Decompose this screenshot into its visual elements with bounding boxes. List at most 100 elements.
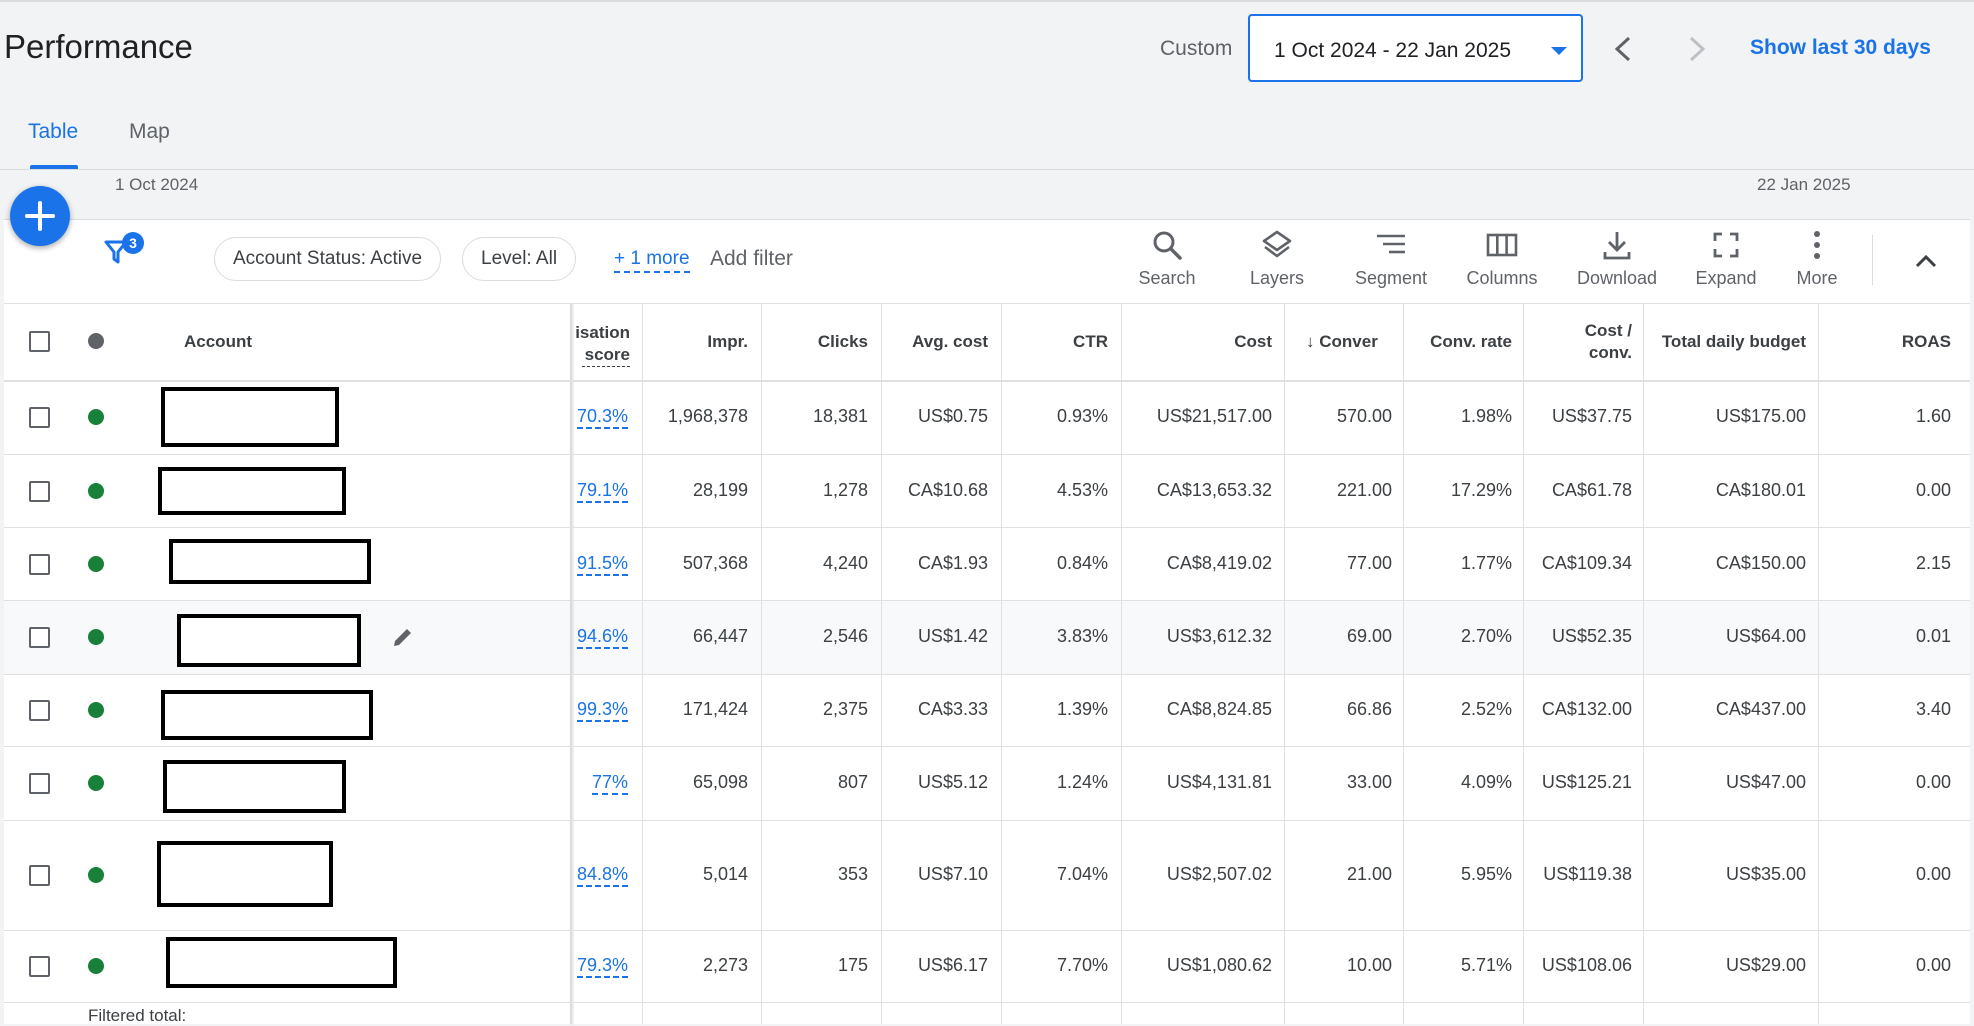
row-checkbox[interactable] [29,407,50,428]
show-last-30-days-link[interactable]: Show last 30 days [1750,36,1931,59]
cell-roas: 0.01 [1915,626,1951,646]
cell-cost: CA$8,824.85 [1166,699,1272,719]
cell-roas: 0.00 [1915,955,1951,975]
frozen-columns-divider [570,304,572,1024]
sort-desc-icon: ↓ [1306,332,1320,351]
optimisation-score-link[interactable]: 94.6% [560,626,628,649]
tab-table[interactable]: Table [28,120,79,143]
cell-daily-budget: CA$437.00 [1715,699,1806,719]
row-divider [4,930,1970,931]
column-divider [1284,304,1285,1024]
header-ctr[interactable]: CTR [1073,332,1108,351]
cell-clicks: 2,375 [822,699,868,719]
expand-button[interactable]: Expand [1681,228,1771,289]
header-cost[interactable]: Cost [1234,332,1272,351]
optimisation-score-link[interactable]: 84.8% [560,864,628,887]
header-daily-budget[interactable]: Total daily budget [1661,332,1806,351]
row-checkbox[interactable] [29,480,50,502]
row-checkbox[interactable] [29,956,50,977]
account-name-redacted[interactable] [166,937,397,988]
edit-pencil-icon[interactable] [390,624,416,650]
cell-cost-per-conv: US$108.06 [1541,955,1632,975]
header-account[interactable]: Account [184,332,252,351]
columns-icon [1486,233,1518,257]
header-cost-conv-line2: conv. [1588,343,1632,362]
cell-avg-cost: US$0.75 [917,406,988,426]
account-name-redacted[interactable] [161,387,339,447]
cell-conv-rate: 1.98% [1460,406,1512,426]
optimisation-score-link[interactable]: 99.3% [560,699,628,722]
row-divider [4,303,1970,304]
header-impr[interactable]: Impr. [707,332,748,351]
columns-button[interactable]: Columns [1457,228,1547,289]
cell-ctr: 0.93% [1056,406,1108,426]
account-name-redacted[interactable] [163,760,346,813]
more-options-button[interactable]: More [1772,228,1862,289]
cell-ctr: 7.70% [1056,955,1108,975]
date-range-picker[interactable]: 1 Oct 2024 - 22 Jan 2025 [1248,14,1583,82]
cell-impr: 2,273 [702,955,748,975]
cell-impr: 66,447 [692,626,748,646]
add-filter-button[interactable]: Add filter [710,247,793,270]
header-optimisation-score[interactable]: isation score [560,322,630,367]
optimisation-score-value: 91.5% [576,552,628,576]
account-name-redacted[interactable] [169,539,371,584]
cell-ctr: 1.24% [1056,772,1108,792]
cell-cost: US$1,080.62 [1166,955,1272,975]
layers-button[interactable]: Layers [1232,228,1322,289]
filter-chip-account-status[interactable]: Account Status: Active [214,237,442,281]
row-checkbox[interactable] [29,553,50,575]
tab-map[interactable]: Map [129,120,170,143]
cell-clicks: 353 [837,864,868,884]
more-filters-link[interactable]: + 1 more [614,248,690,273]
cell-cost-per-conv: CA$132.00 [1541,699,1632,719]
cell-roas: 2.15 [1915,552,1951,573]
account-name-redacted[interactable] [161,690,373,740]
cell-impr: 507,368 [682,552,748,573]
header-conv-rate[interactable]: Conv. rate [1430,332,1512,351]
column-divider [761,304,762,1024]
account-name-redacted[interactable] [177,614,361,667]
status-enabled-icon [88,409,104,425]
optimisation-score-value: 94.6% [576,626,628,649]
optimisation-score-link[interactable]: 70.3% [560,406,628,429]
cell-avg-cost: US$1.42 [917,626,988,646]
next-period-button[interactable] [1678,26,1714,72]
optimisation-score-link[interactable]: 91.5% [560,552,628,576]
row-checkbox[interactable] [29,773,50,794]
cell-roas: 0.00 [1915,479,1951,500]
row-divider [4,1002,1970,1003]
header-cost-per-conv[interactable]: Cost / conv. [1526,320,1632,364]
header-avg-cost[interactable]: Avg. cost [912,332,988,351]
optimisation-score-link[interactable]: 79.3% [560,955,628,978]
cell-daily-budget: CA$150.00 [1715,552,1806,573]
collapse-button[interactable] [1908,244,1944,280]
cell-daily-budget: US$175.00 [1715,406,1806,426]
row-checkbox[interactable] [29,700,50,721]
header-conversions[interactable]: ↓ Conver [1306,332,1392,352]
cell-daily-budget: US$29.00 [1725,955,1806,975]
segment-button[interactable]: Segment [1346,228,1436,289]
optimisation-score-link[interactable]: 77% [560,772,628,795]
cell-conv-rate: 5.95% [1460,864,1512,884]
download-button[interactable]: Download [1572,228,1662,289]
optimisation-score-link[interactable]: 79.1% [560,479,628,503]
previous-period-button[interactable] [1606,26,1642,72]
account-name-redacted[interactable] [157,841,333,907]
row-checkbox[interactable] [29,865,50,886]
header-clicks[interactable]: Clicks [817,332,868,351]
header-cost-conv-line1: Cost / [1584,321,1632,340]
select-all-checkbox[interactable] [29,331,50,352]
header-roas[interactable]: ROAS [1901,332,1951,351]
account-name-redacted[interactable] [158,467,346,515]
toolbar-divider [1872,235,1873,285]
column-divider [1818,304,1819,1024]
date-range-value: 1 Oct 2024 - 22 Jan 2025 [1274,39,1511,62]
filter-chip-level[interactable]: Level: All [462,237,577,281]
create-button[interactable] [10,186,70,246]
cell-roas: 0.00 [1915,772,1951,792]
cell-cost-per-conv: US$37.75 [1551,406,1632,426]
row-divider [4,527,1970,528]
row-checkbox[interactable] [29,627,50,648]
search-button[interactable]: Search [1122,228,1212,289]
